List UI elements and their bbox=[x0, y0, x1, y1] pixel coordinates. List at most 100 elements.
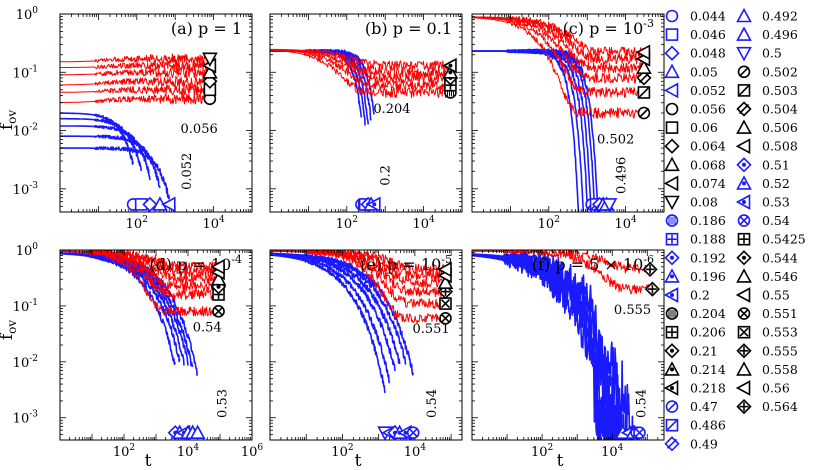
annotation-b-1: 0.2 bbox=[379, 165, 394, 186]
y-axis-title-main-2: f bbox=[0, 332, 17, 340]
marker-c-8 bbox=[636, 70, 652, 86]
legend-label-0-5: 0.056 bbox=[690, 102, 726, 117]
series-a-5 bbox=[60, 93, 211, 105]
markers-f bbox=[614, 261, 661, 441]
y-axis-title-main: f bbox=[0, 122, 17, 130]
legend-marker-0-5 bbox=[665, 102, 679, 116]
legend-label-1-1: 0.496 bbox=[762, 27, 798, 42]
marker-d-5 bbox=[189, 424, 206, 440]
series-e-1 bbox=[270, 253, 391, 384]
legend-label-1-2: 0.5 bbox=[762, 46, 782, 61]
plot-area-e bbox=[270, 250, 446, 394]
legend-label-1-10: 0.53 bbox=[762, 195, 790, 210]
marker-d-6 bbox=[212, 305, 225, 318]
chart-panels: 102 104 100 10-1 10-2 10-3 (a) p = 1 0.056 0.052… bbox=[13, 6, 665, 460]
legend-label-0-0: 0.044 bbox=[690, 9, 726, 24]
marker-f-6 bbox=[642, 261, 658, 278]
series-d-11 bbox=[60, 250, 219, 272]
legend-label-1-17: 0.553 bbox=[762, 325, 798, 340]
legend-label-1-11: 0.54 bbox=[762, 213, 790, 228]
annotation-a-1: 0.052 bbox=[180, 153, 195, 190]
legend-label-0-21: 0.47 bbox=[690, 399, 718, 414]
legend-marker-0-9 bbox=[663, 175, 679, 192]
marker-c-9 bbox=[636, 59, 652, 74]
legend-marker-0-15 bbox=[663, 287, 679, 303]
legend-marker-0-23 bbox=[664, 436, 680, 452]
legend-marker-0-22 bbox=[665, 418, 679, 432]
marker-c-11 bbox=[635, 44, 651, 61]
xtick-label-a-1: 104 bbox=[202, 215, 225, 232]
legend-marker-0-1 bbox=[665, 28, 679, 41]
panel-title-d: (d) p = 10-4 bbox=[149, 253, 242, 274]
legend-marker-1-13 bbox=[736, 250, 752, 266]
series-a-8 bbox=[60, 66, 211, 78]
series-c-8 bbox=[472, 16, 645, 84]
marker-b-9 bbox=[442, 57, 457, 74]
panel-a: 102 104 100 10-1 10-2 10-3 (a) p = 1 0.056 0.052 bbox=[13, 6, 253, 232]
legend-marker-0-21 bbox=[665, 400, 679, 413]
panel-d: 102 104 106 100 10-1 10-2 10-3 (d) p = 10-4 0.54… bbox=[13, 242, 264, 460]
xtick-label-e-1: 104 bbox=[404, 443, 427, 460]
legend-marker-0-17 bbox=[665, 325, 679, 339]
legend-marker-0-8 bbox=[664, 156, 680, 172]
legend-marker-0-4 bbox=[663, 82, 679, 99]
legend-marker-0-12 bbox=[665, 232, 679, 246]
series-e-0 bbox=[270, 254, 386, 394]
series-a-9 bbox=[60, 60, 211, 72]
legend-marker-1-6 bbox=[736, 119, 752, 134]
x-axis-title-f: t bbox=[557, 451, 564, 470]
legend-label-1-21: 0.564 bbox=[762, 399, 798, 414]
xtick-label-a-0: 102 bbox=[126, 215, 148, 232]
annotation-d-1: 0.53 bbox=[216, 389, 231, 418]
annotation-c-1: 0.496 bbox=[615, 157, 630, 194]
legend-label-1-3: 0.502 bbox=[762, 64, 798, 79]
xtick-label-c-0: 102 bbox=[538, 215, 560, 232]
ytick-label-a-2: 10-2 bbox=[13, 123, 38, 140]
panel-title-f: (f) p = 5 × 10-6 bbox=[532, 253, 654, 274]
series-a-10 bbox=[60, 53, 211, 65]
marker-c-7 bbox=[637, 86, 651, 99]
legend-label-0-22: 0.486 bbox=[690, 418, 726, 433]
y-axis-title-sub: ov bbox=[5, 110, 19, 124]
legend-marker-0-19 bbox=[664, 361, 680, 376]
markers-b bbox=[355, 57, 459, 213]
legend-marker-1-2 bbox=[736, 46, 752, 62]
series-b-5 bbox=[270, 49, 451, 99]
ytick-label-d-0: 100 bbox=[16, 242, 39, 259]
plot-area-a bbox=[60, 53, 211, 200]
markers-c bbox=[585, 44, 652, 213]
legend-marker-1-12 bbox=[737, 232, 751, 246]
legend-label-0-8: 0.068 bbox=[690, 157, 726, 172]
legend-label-0-14: 0.196 bbox=[690, 269, 726, 284]
legend-marker-0-0 bbox=[665, 9, 679, 23]
legend-marker-1-4 bbox=[737, 84, 751, 97]
legend: 0.044 0.046 0.048 0.05 0.052 0.056 0.06 0.064 0.… bbox=[663, 7, 806, 452]
legend-marker-1-7 bbox=[735, 138, 751, 155]
legend-label-1-9: 0.52 bbox=[762, 176, 790, 191]
axis-titles: fov fov t t t bbox=[0, 110, 564, 470]
legend-marker-1-10 bbox=[735, 194, 751, 210]
plot-area-b bbox=[270, 48, 451, 126]
series-a-6 bbox=[60, 84, 211, 96]
xtick-label-b-0: 102 bbox=[336, 215, 358, 232]
legend-label-0-17: 0.206 bbox=[690, 325, 726, 340]
legend-label-1-0: 0.492 bbox=[762, 9, 798, 24]
legend-label-0-20: 0.218 bbox=[690, 381, 726, 396]
ytick-label-d-2: 10-2 bbox=[13, 354, 38, 371]
legend-label-0-11: 0.186 bbox=[690, 213, 726, 228]
xtick-label-d-0: 102 bbox=[113, 443, 135, 460]
annotation-e-0: 0.551 bbox=[412, 322, 449, 337]
legend-label-0-13: 0.192 bbox=[690, 250, 726, 265]
legend-marker-1-11 bbox=[737, 214, 751, 227]
axes-c bbox=[471, 13, 665, 213]
legend-marker-1-14 bbox=[736, 268, 752, 283]
series-f-4 bbox=[472, 250, 639, 440]
legend-label-0-10: 0.08 bbox=[690, 195, 718, 210]
annotation-c-0: 0.502 bbox=[597, 132, 634, 147]
y-axis-title-top: fov bbox=[0, 110, 19, 131]
marker-e-11 bbox=[437, 261, 452, 278]
legend-marker-0-16 bbox=[665, 307, 679, 320]
legend-marker-0-6 bbox=[665, 121, 679, 134]
legend-marker-1-5 bbox=[736, 101, 752, 117]
ytick-label-a-1: 10-1 bbox=[13, 64, 38, 81]
